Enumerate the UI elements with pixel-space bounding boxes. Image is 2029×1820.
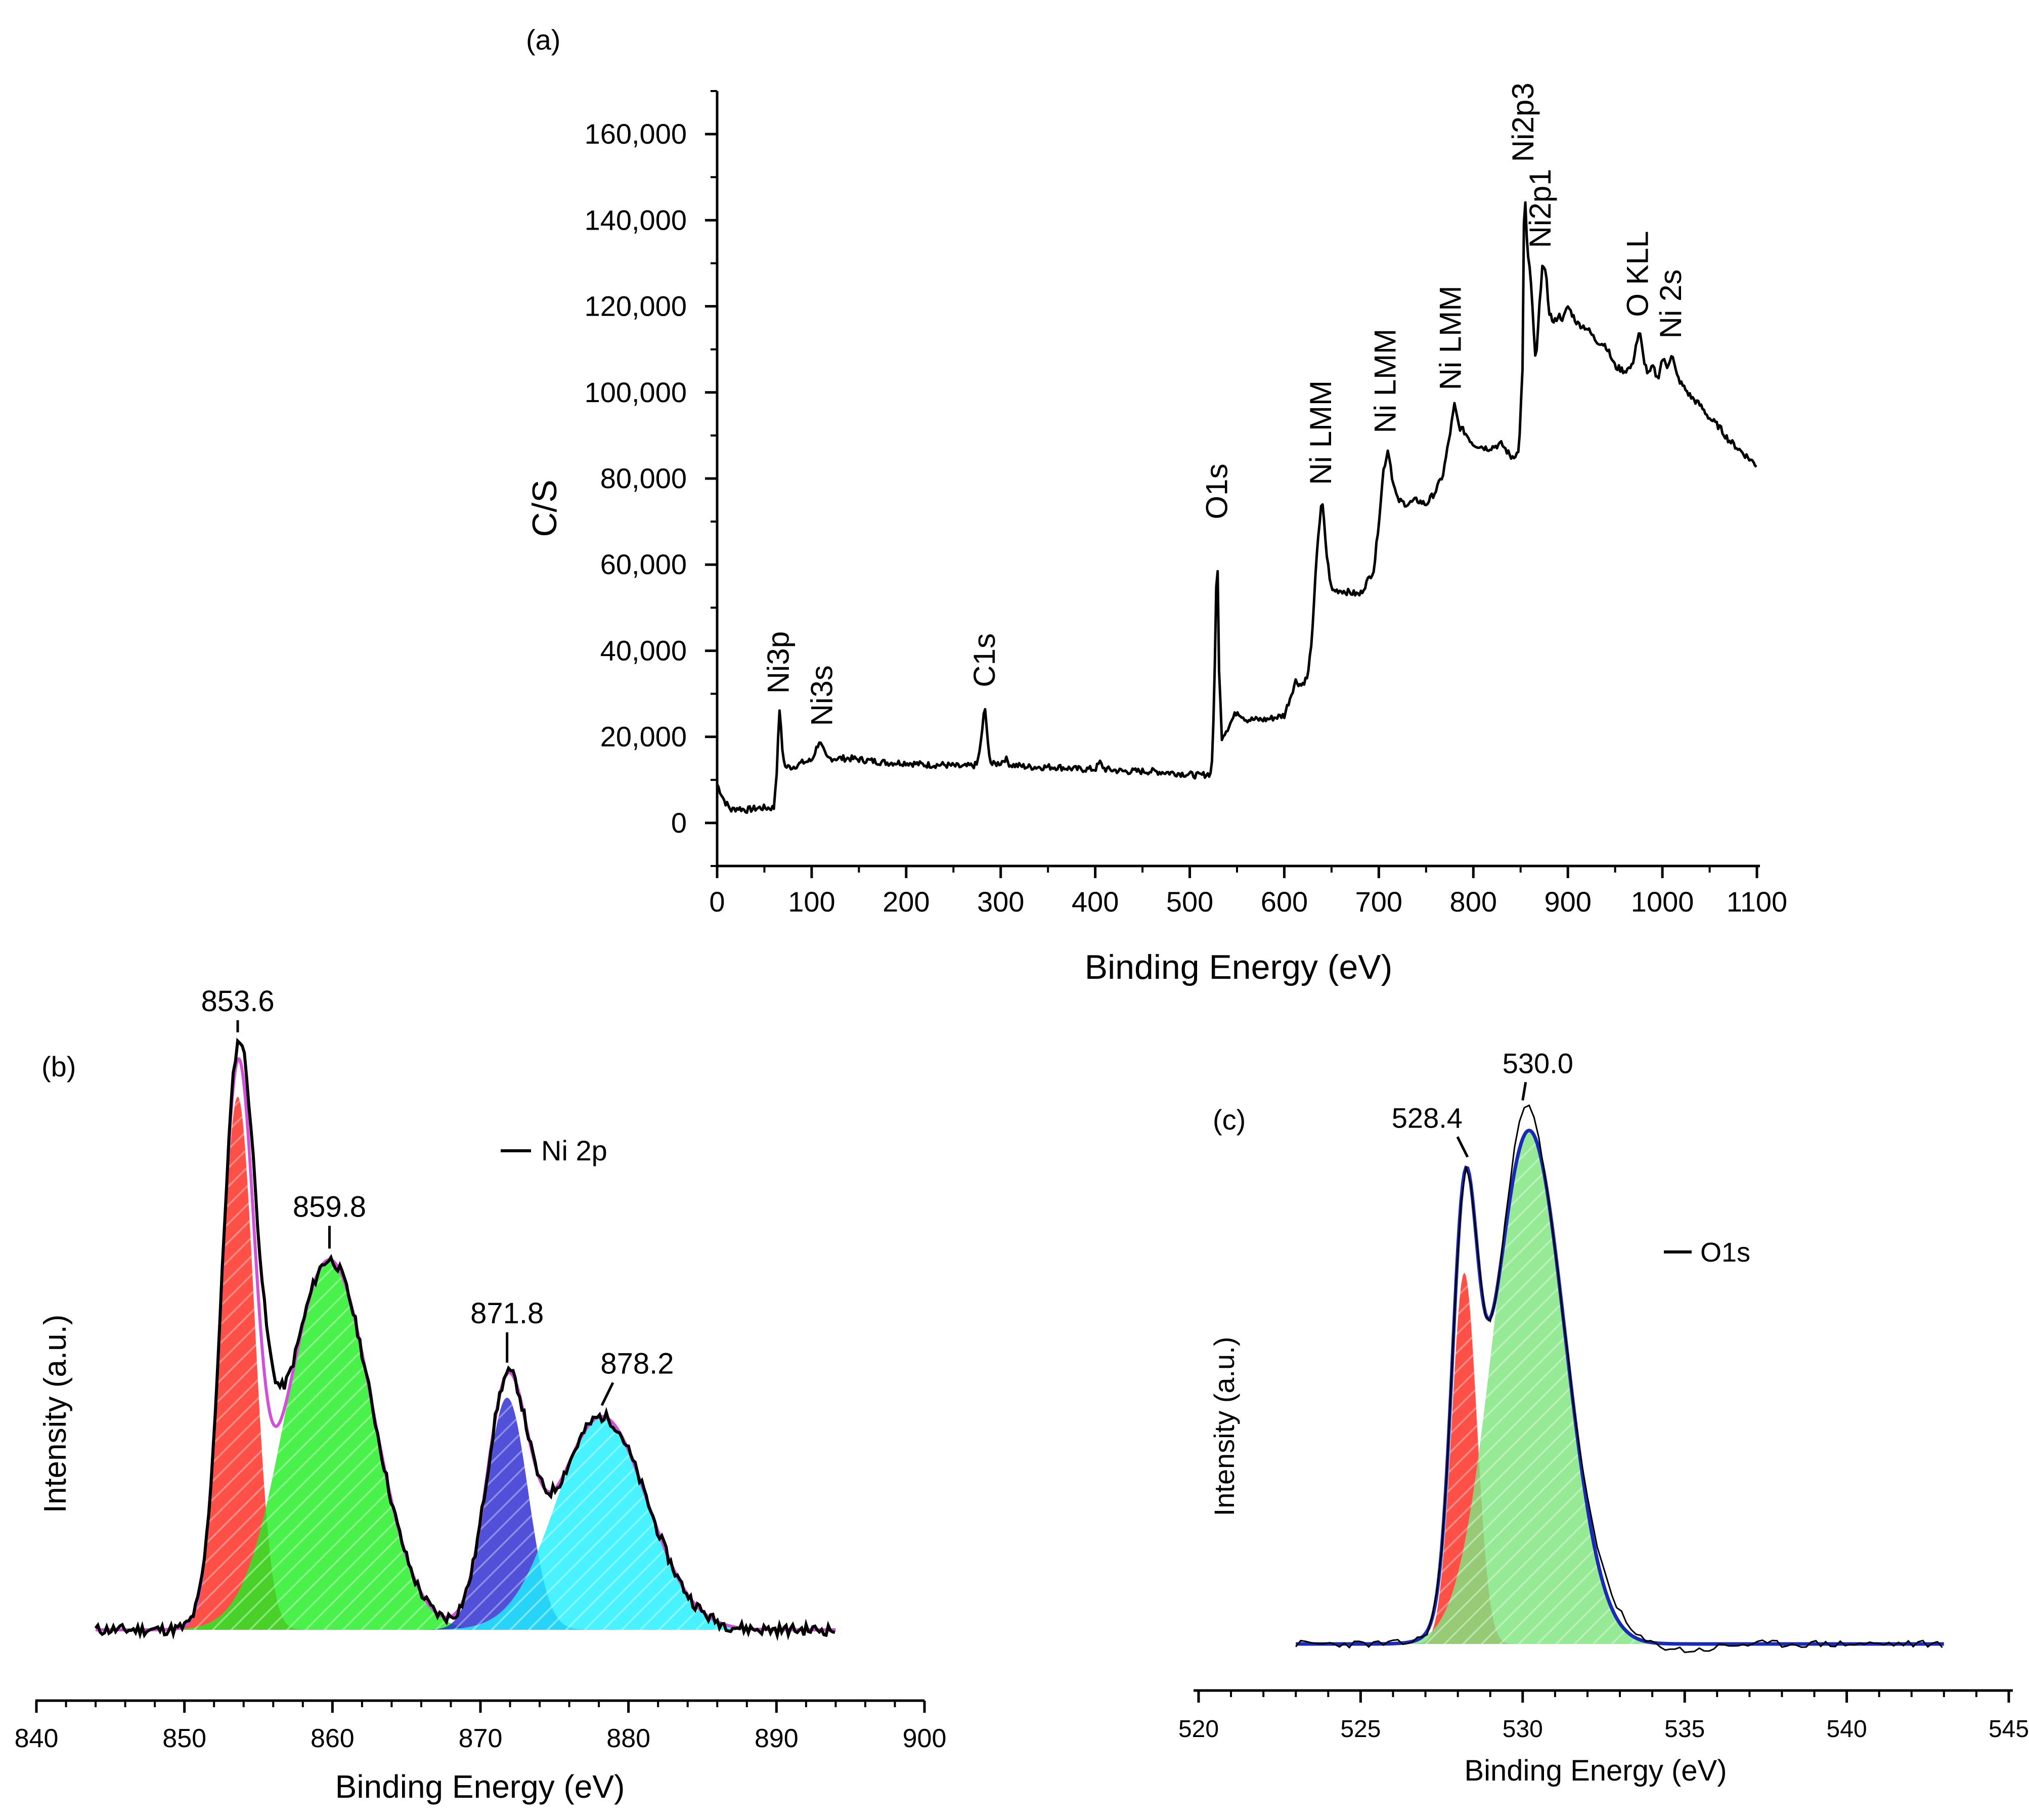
panel-a-x-tick-label: 800 (1450, 886, 1497, 918)
panel-a-label: (a) (526, 24, 560, 56)
panel-a-peak-annotation: Ni LMM (1304, 380, 1338, 485)
panel-b-component-hatch (96, 1097, 836, 1630)
panel-a-y-label: C/S (525, 480, 564, 537)
panel-b-peak-label: 859.8 (293, 1190, 366, 1223)
panel-a: (a) 0 100 200 300 400 500 600 700 800 900 1000 1100… (525, 24, 1787, 986)
panel-a-peak-annotation: Ni LMM (1433, 286, 1467, 391)
panel-a-x-tick-label: 200 (883, 886, 930, 918)
panel-a-ticks: 0 100 200 300 400 500 600 700 800 900 1000 1100 0 20,… (585, 90, 1787, 918)
panel-a-peak-annotation: Ni 2s (1654, 269, 1688, 338)
panel-a-y-tick-label: 100,000 (585, 376, 687, 408)
panel-a-x-tick-label: 700 (1355, 886, 1402, 918)
panel-a-y-tick-label: 80,000 (600, 462, 687, 494)
panel-a-peak-annotation: Ni2p3 (1506, 82, 1540, 162)
panel-a-peak-annotation: Ni3p (761, 631, 795, 694)
panel-b-component-hatch (96, 1416, 836, 1630)
panel-b-x-tick-label: 860 (311, 1724, 355, 1753)
panel-b-peak-label: 853.6 (201, 985, 274, 1018)
panel-b-label: (b) (41, 1051, 76, 1082)
panel-a-y-tick-label: 120,000 (585, 290, 687, 322)
panel-a-peak-annotation: Ni2p1 (1523, 169, 1557, 248)
panel-c-peak-label: 528.4 (1392, 1102, 1463, 1134)
panel-b-peak-leader (600, 1382, 614, 1406)
panel-a-peak-annotations: Ni3p Ni3s C1s O1s Ni LMM Ni LMM Ni LMM Ni2p3 Ni2… (761, 82, 1687, 726)
panel-b-x-label: Binding Energy (eV) (335, 1768, 625, 1805)
panel-b-data-line (94, 1037, 835, 1641)
panel-b-components (96, 1097, 836, 1630)
panel-a-y-tick-label: 160,000 (585, 118, 687, 150)
panel-c-x-tick-label: 545 (1989, 1716, 2029, 1743)
panel-a-y-tick-label: 20,000 (600, 721, 687, 753)
panel-c-peak-labels: 528.4 530.0 (1392, 1047, 1573, 1158)
panel-a-series-line (716, 201, 1757, 814)
panel-a-y-tick-label: 140,000 (585, 204, 687, 236)
panel-a-peak-annotation: O1s (1200, 464, 1234, 519)
panel-a-x-tick-label: 600 (1261, 886, 1308, 918)
panel-c-legend-label: O1s (1700, 1237, 1750, 1268)
panel-c-x-tick-label: 540 (1827, 1716, 1867, 1743)
panel-c-label: (c) (1213, 1104, 1246, 1136)
panel-c-data-line (1295, 1104, 1943, 1654)
panel-a-curve (716, 201, 1757, 814)
panel-a-x-tick-label: 900 (1544, 886, 1591, 918)
panel-a-x-tick-label: 1100 (1727, 886, 1787, 918)
panel-c-peak-label: 530.0 (1503, 1047, 1573, 1079)
panel-a-x-tick-label: 100 (788, 886, 835, 918)
panel-b-y-label: Intensity (a.u.) (38, 1315, 73, 1513)
panel-c-peak-leader (1521, 1081, 1527, 1101)
panel-a-axes (716, 91, 1760, 868)
panel-c-component-hatch (1296, 1272, 1944, 1644)
panel-b-x-tick-label: 840 (15, 1724, 59, 1753)
panel-c-component-fill (1296, 1130, 1944, 1644)
panel-c-legend: O1s (1664, 1237, 1750, 1268)
panel-c-components (1296, 1130, 1944, 1644)
panel-c-component-hatch (1296, 1130, 1944, 1644)
panel-b-x-tick-label: 850 (162, 1724, 206, 1753)
panel-a-y-tick-label: 40,000 (600, 634, 687, 666)
panel-b-x-tick-label: 890 (755, 1724, 799, 1753)
panel-a-peak-annotation: O KLL (1620, 231, 1654, 317)
panel-b-x-tick-label: 870 (459, 1724, 503, 1753)
panel-b-component-hatch (96, 1260, 836, 1630)
panel-c-x-tick-label: 520 (1178, 1716, 1219, 1743)
panel-a-x-tick-label: 300 (977, 886, 1024, 918)
panel-b-peak-label: 878.2 (600, 1347, 674, 1380)
panel-c-x-label: Binding Energy (eV) (1464, 1754, 1727, 1787)
panel-a-x-tick-label: 1000 (1631, 886, 1694, 918)
panel-a-x-label: Binding Energy (eV) (1085, 948, 1393, 986)
panel-a-peak-annotation: Ni LMM (1368, 329, 1402, 434)
panel-c-envelope (1296, 1129, 1944, 1646)
panel-c-x-tick-label: 535 (1664, 1716, 1705, 1743)
panel-b-peak-label: 871.8 (470, 1297, 544, 1330)
panel-b-x-tick-label: 900 (903, 1724, 947, 1753)
panel-a-peak-annotation: C1s (967, 633, 1001, 687)
panel-c-component-fill (1296, 1272, 1944, 1644)
panel-c-y-label: Intensity (a.u.) (1208, 1337, 1240, 1516)
panel-a-x-tick-label: 400 (1072, 886, 1119, 918)
panel-a-x-tick-label: 0 (709, 886, 725, 918)
panel-c: (c) 528.4 530.0 520 525 530 535 540 545 O1s Bi… (1178, 1047, 2029, 1787)
panel-a-y-tick-label: 0 (671, 807, 687, 839)
panel-c-x-tick-label: 525 (1340, 1716, 1381, 1743)
panel-c-curves (1295, 1104, 1944, 1654)
panel-c-x-tick-label: 530 (1503, 1716, 1543, 1743)
panel-b-ticks: 840 850 860 870 880 890 900 (15, 1701, 947, 1753)
panel-a-x-tick-label: 500 (1166, 886, 1213, 918)
panel-a-y-tick-label: 60,000 (600, 548, 687, 580)
panel-b: (b) 853.6 859.8 871.8 878.2 840 850 860 870 880… (15, 985, 947, 1805)
panel-b-legend-label: Ni 2p (541, 1135, 607, 1166)
panel-b-curves (94, 1037, 836, 1641)
panel-c-peak-leader (1456, 1136, 1469, 1158)
panel-b-peak-labels: 853.6 859.8 871.8 878.2 (201, 985, 674, 1406)
panel-b-legend: Ni 2p (501, 1135, 607, 1166)
panel-a-peak-annotation: Ni3s (805, 665, 839, 726)
panel-b-x-tick-label: 880 (606, 1724, 650, 1753)
panel-c-ticks: 520 525 530 535 540 545 (1178, 1691, 2029, 1743)
